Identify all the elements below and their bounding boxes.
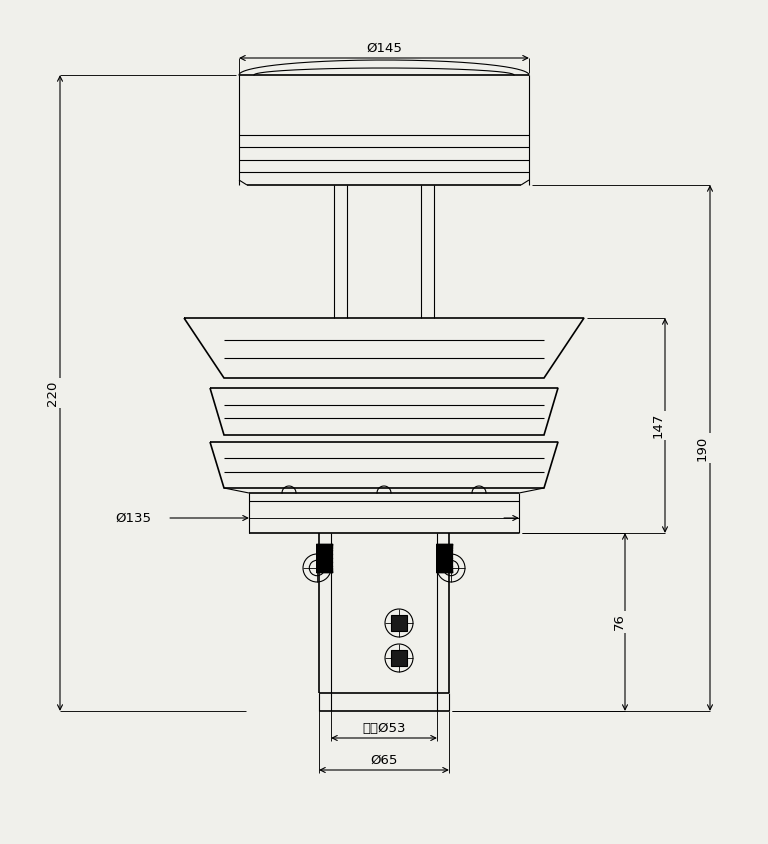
Text: 76: 76	[613, 614, 626, 630]
Bar	[392, 650, 407, 666]
Text: 220: 220	[46, 381, 59, 406]
Text: Ø65: Ø65	[370, 754, 398, 766]
Text: 内径Ø53: 内径Ø53	[362, 722, 406, 734]
Bar	[392, 615, 407, 630]
Text: 190: 190	[696, 436, 709, 461]
Text: Ø135: Ø135	[115, 511, 151, 524]
Text: 147: 147	[652, 413, 665, 438]
Text: Ø145: Ø145	[366, 41, 402, 55]
